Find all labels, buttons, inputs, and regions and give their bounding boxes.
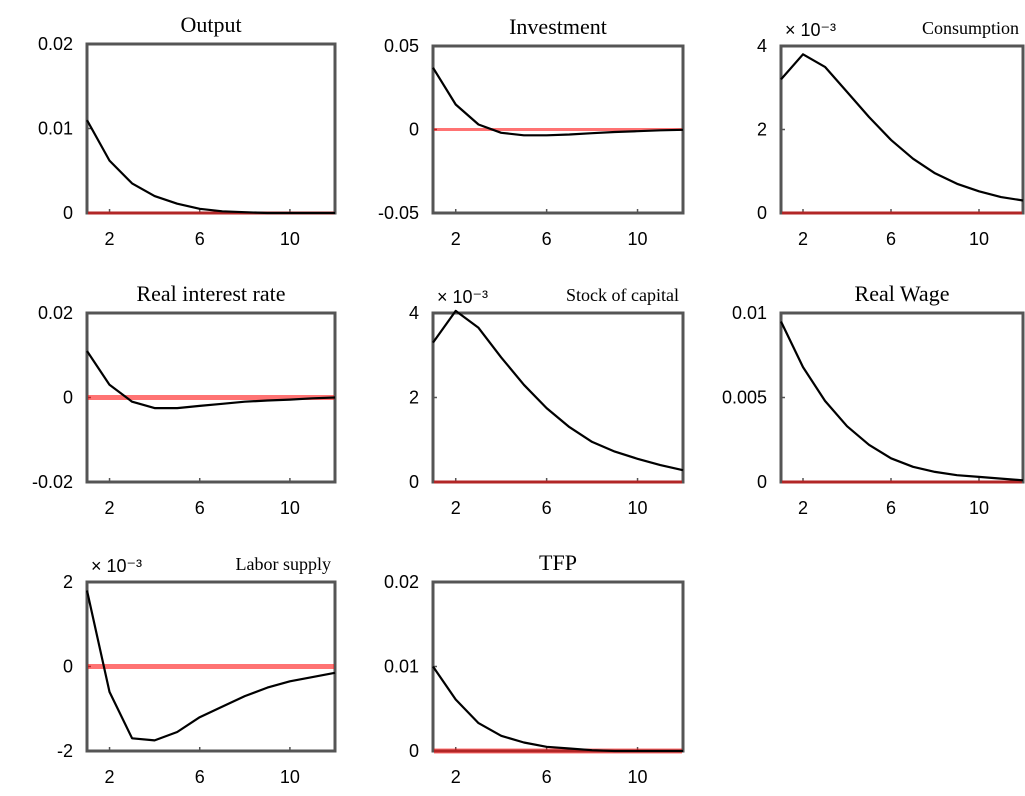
plot-frame — [431, 580, 685, 753]
response-line — [432, 665, 683, 753]
plot-frame — [779, 311, 1025, 484]
y-tick-label: 2 — [63, 572, 73, 592]
y-tick-label: 2 — [409, 388, 419, 408]
x-tick-label: 10 — [280, 767, 300, 787]
y-tick-label: 4 — [409, 303, 419, 323]
y-tick-label: 0.02 — [384, 572, 419, 592]
y-tick-label: 0 — [409, 741, 419, 761]
panel-title: Real interest rate — [136, 281, 285, 306]
panel-title: Real Wage — [855, 281, 950, 306]
x-tick-label: 6 — [542, 229, 552, 249]
plot-frame — [779, 44, 1025, 215]
axis-exponent-label: × 10⁻³ — [91, 556, 142, 576]
panel-title: Stock of capital — [566, 285, 679, 305]
y-tick-label: 0.05 — [384, 36, 419, 56]
panel-title: Consumption — [922, 18, 1019, 38]
y-tick-label: -2 — [57, 741, 73, 761]
x-tick-label: 2 — [105, 498, 115, 518]
x-tick-label: 6 — [195, 229, 205, 249]
panel-title: Investment — [509, 14, 607, 39]
y-tick-label: 0 — [409, 472, 419, 492]
y-tick-label: 0 — [757, 203, 767, 223]
x-tick-label: 2 — [798, 498, 808, 518]
x-tick-label: 10 — [628, 229, 648, 249]
response-line — [85, 590, 336, 742]
panel-2: Investment 2 6 10 -0.05 0 0.05 — [378, 14, 685, 249]
x-tick-label: 10 — [280, 498, 300, 518]
plot-frame — [431, 311, 685, 484]
y-tick-label: 0.02 — [38, 303, 73, 323]
response-line — [432, 309, 684, 472]
x-tick-label: 10 — [628, 767, 648, 787]
x-tick-label: 2 — [105, 767, 115, 787]
x-tick-label: 6 — [886, 498, 896, 518]
y-tick-label: 0 — [63, 388, 73, 408]
x-tick-label: 6 — [195, 767, 205, 787]
x-tick-label: 6 — [195, 498, 205, 518]
y-tick-label: -0.02 — [32, 472, 73, 492]
panel-title: TFP — [539, 550, 577, 575]
panel-title: Labor supply — [236, 554, 331, 574]
axis-exponent-label: × 10⁻³ — [437, 287, 488, 307]
y-tick-label: 0 — [63, 203, 73, 223]
y-tick-label: 0 — [63, 657, 73, 677]
y-tick-label: 0.01 — [38, 119, 73, 139]
x-tick-label: 10 — [280, 229, 300, 249]
panel-7: × 10⁻³ Labor supply 2 6 10 -2 0 2 — [57, 554, 337, 787]
panel-6: Real Wage 2 6 10 0 0.005 0.01 — [722, 281, 1025, 518]
x-tick-label: 6 — [886, 229, 896, 249]
x-tick-label: 2 — [451, 498, 461, 518]
plot-frame — [85, 42, 337, 215]
y-tick-label: 0.01 — [732, 303, 767, 323]
axis-exponent-label: × 10⁻³ — [785, 20, 836, 40]
x-tick-label: 2 — [105, 229, 115, 249]
x-tick-label: 6 — [542, 498, 552, 518]
y-tick-label: 4 — [757, 36, 767, 56]
y-tick-label: 0 — [757, 472, 767, 492]
y-tick-label: 2 — [757, 120, 767, 140]
panel-1: Output 2 6 10 0 0.01 0.02 — [38, 12, 337, 249]
y-tick-label: 0 — [409, 120, 419, 140]
panel-5: × 10⁻³ Stock of capital 2 6 10 0 2 4 — [409, 285, 685, 518]
y-tick-label: 0.02 — [38, 34, 73, 54]
y-tick-label: 0.005 — [722, 388, 767, 408]
response-line — [86, 350, 336, 410]
x-tick-label: 10 — [969, 229, 989, 249]
x-tick-label: 2 — [451, 229, 461, 249]
x-tick-label: 6 — [542, 767, 552, 787]
response-line — [86, 119, 335, 215]
panel-8: TFP 2 6 10 0 0.01 0.02 — [384, 550, 685, 787]
x-tick-label: 10 — [628, 498, 648, 518]
response-line — [780, 321, 1024, 482]
y-tick-label: -0.05 — [378, 203, 419, 223]
x-tick-label: 2 — [451, 767, 461, 787]
y-tick-label: 0.01 — [384, 657, 419, 677]
response-line — [432, 67, 684, 137]
panel-title: Output — [180, 12, 241, 37]
x-tick-label: 10 — [969, 498, 989, 518]
response-line — [780, 53, 1024, 202]
x-tick-label: 2 — [798, 229, 808, 249]
panel-4: Real interest rate 2 6 10 -0.02 0 0.02 — [32, 281, 337, 518]
panel-3: × 10⁻³ Consumption 2 6 10 0 2 4 — [757, 18, 1025, 249]
